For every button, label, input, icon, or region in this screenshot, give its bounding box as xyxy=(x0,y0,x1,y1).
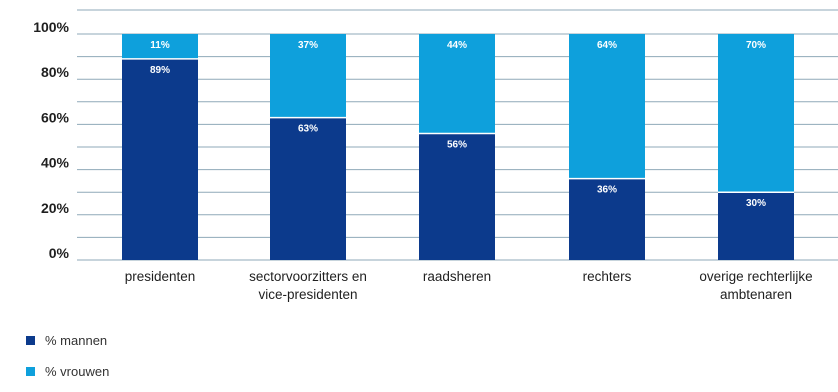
y-tick-label: 0% xyxy=(49,245,70,261)
x-tick-label: sectorvoorzitters en xyxy=(249,269,367,284)
bar-segment-mannen xyxy=(569,178,645,260)
data-label: 70% xyxy=(746,40,766,51)
bar-segment-mannen xyxy=(419,133,495,260)
legend-swatch-vrouwen xyxy=(26,366,35,376)
y-tick-label: 60% xyxy=(41,109,70,125)
x-tick-label: rechters xyxy=(583,269,632,284)
x-tick-label: vice-presidenten xyxy=(258,287,357,302)
data-label: 64% xyxy=(597,40,617,51)
y-tick-label: 20% xyxy=(41,200,70,216)
legend-swatch-mannen xyxy=(26,335,35,345)
legend-item-vrouwen: % vrouwen xyxy=(26,361,109,381)
x-tick-label: presidenten xyxy=(125,269,196,284)
y-tick-label: 80% xyxy=(41,64,70,80)
bar-segment-mannen xyxy=(718,192,794,260)
data-label: 36% xyxy=(597,185,617,196)
data-label: 30% xyxy=(746,198,766,209)
legend-label-mannen: % mannen xyxy=(45,332,108,348)
x-tick-label: raadsheren xyxy=(423,269,491,284)
x-tick-label: ambtenaren xyxy=(720,287,792,302)
bar-segment-mannen xyxy=(270,117,346,261)
stacked-bar-chart: 0% 20% 40% 60% 80% 100% 89% 11% presidenten 63% 37… xyxy=(33,9,838,302)
x-tick-label: overige rechterlijke xyxy=(699,269,812,284)
bar-segment-vrouwen xyxy=(569,34,645,179)
y-tick-label: 100% xyxy=(33,19,69,35)
bar-segment-vrouwen xyxy=(122,34,198,59)
bar-segment-vrouwen xyxy=(270,34,346,118)
bar-segment-vrouwen xyxy=(419,34,495,134)
legend-item-mannen: % mannen xyxy=(26,330,109,350)
data-label: 56% xyxy=(447,139,467,150)
bar-segment-mannen xyxy=(122,58,198,260)
legend-label-vrouwen: % vrouwen xyxy=(45,363,110,379)
chart-root: 0% 20% 40% 60% 80% 100% 89% 11% presidenten 63% 37… xyxy=(26,9,838,379)
data-label: 63% xyxy=(298,124,318,135)
data-label: 89% xyxy=(150,65,170,76)
y-tick-label: 40% xyxy=(41,155,70,171)
data-label: 37% xyxy=(298,40,318,51)
bar-segment-vrouwen xyxy=(718,34,794,193)
legend: % mannen % vrouwen xyxy=(26,330,109,392)
data-label: 11% xyxy=(150,40,170,51)
data-label: 44% xyxy=(447,40,467,51)
